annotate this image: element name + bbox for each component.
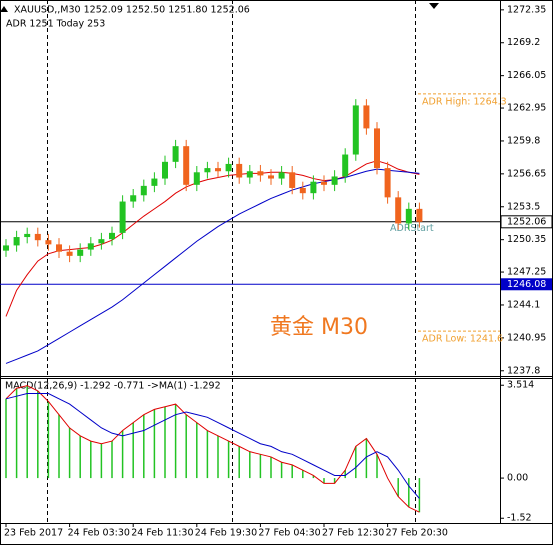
candle-body	[215, 168, 221, 172]
candle-body	[310, 181, 317, 194]
candle-body	[130, 195, 137, 202]
y-tick-label: 1247.25	[507, 267, 546, 278]
candle-body	[331, 176, 338, 185]
candle-body	[395, 197, 402, 224]
candle-body	[352, 105, 359, 155]
candle-body	[98, 239, 105, 244]
candle-body	[77, 249, 84, 256]
candle-body	[87, 243, 94, 250]
y-tick-label: 1272.35	[507, 4, 546, 15]
y-tick-label: 1253.5	[507, 201, 540, 212]
macd-title: MACD(12,26,9) -1.292 -0.771 ->MA(1) -1.2…	[5, 381, 221, 392]
candle-body	[119, 201, 126, 233]
candle-body	[363, 105, 370, 129]
candle-body	[140, 185, 147, 196]
y-tick-label: 0.00	[507, 473, 528, 484]
x-tick-label: 24 Feb 19:30	[195, 528, 257, 539]
y-tick-label: 1240.95	[507, 332, 546, 343]
shift-marker	[429, 3, 439, 9]
y-tick-label: 1259.8	[507, 135, 540, 146]
x-tick-label: 23 Feb 2017	[4, 528, 63, 539]
level-label-box	[501, 278, 552, 291]
y-tick-label: 1262.95	[507, 103, 546, 114]
candle-body	[3, 245, 9, 251]
candle-body	[109, 232, 115, 240]
candle-body	[257, 171, 264, 176]
adr-label: ADR Low: 1241.6	[422, 334, 503, 345]
candle-body	[342, 154, 349, 177]
candle-body	[225, 163, 232, 172]
candle-body	[13, 237, 20, 246]
candle-body	[45, 240, 52, 245]
indicator-line	[5, 393, 420, 499]
symbol-icon	[0, 6, 8, 12]
y-tick-label: 1250.35	[507, 234, 546, 245]
candle-body	[162, 161, 168, 179]
y-tick-label: 1269.2	[507, 37, 540, 48]
x-tick-label: 27 Feb 20:30	[386, 528, 448, 539]
adr-start-label: ADRStart	[390, 223, 434, 234]
x-tick-label: 24 Feb 11:30	[131, 528, 193, 539]
candle-body	[34, 233, 41, 241]
candle-body	[321, 181, 327, 185]
candle-body	[289, 172, 296, 188]
y-tick-label: 3.514	[507, 380, 534, 391]
y-tick-label: 1244.1	[507, 299, 540, 310]
candle-body	[405, 208, 412, 224]
adr-info: ADR 1251 Today 253	[6, 19, 105, 30]
chart-title: XAUUSD,,M30 1252.09 1252.50 1251.80 1252…	[14, 5, 250, 16]
candle-body	[56, 244, 62, 252]
candle-body	[374, 128, 380, 169]
y-tick-label: 1266.05	[507, 70, 546, 81]
candle-body	[193, 172, 200, 185]
indicator-line	[5, 385, 420, 513]
watermark: 黄金 M30	[270, 315, 368, 340]
x-tick-label: 27 Feb 04:30	[258, 528, 320, 539]
indicator-line	[5, 160, 420, 317]
candle-body	[246, 171, 253, 178]
candle-body	[172, 146, 179, 162]
candle-body	[24, 233, 31, 238]
candle-body	[384, 168, 391, 198]
y-tick-label: -1.52	[507, 513, 532, 524]
x-tick-label: 24 Feb 03:30	[68, 528, 130, 539]
candle-body	[268, 175, 274, 179]
level-label: 1246.08	[507, 279, 546, 290]
candle-body	[66, 251, 73, 256]
candle-body	[204, 168, 211, 173]
adr-label: ADR High: 1264.3	[422, 96, 507, 107]
candle-body	[416, 208, 423, 222]
indicator-line	[5, 168, 420, 364]
candle-body	[278, 172, 285, 179]
bid-label: 1252.06	[507, 216, 546, 227]
y-tick-label: 1256.65	[507, 168, 546, 179]
x-tick-label: 27 Feb 12:30	[322, 528, 384, 539]
candle-body	[151, 178, 158, 186]
bid-label-box	[500, 215, 553, 229]
candle-body	[183, 146, 190, 185]
candle-body	[236, 163, 243, 178]
candle-body	[299, 187, 306, 194]
y-tick-label: 1237.8	[507, 365, 540, 376]
